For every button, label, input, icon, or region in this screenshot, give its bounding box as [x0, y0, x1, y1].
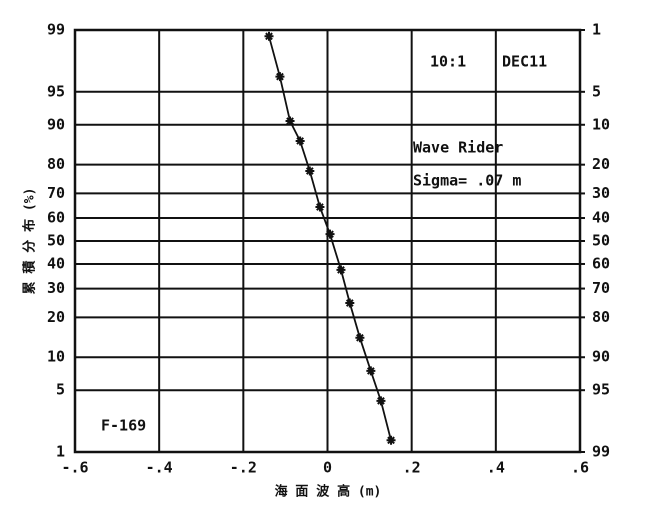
data-point: [376, 396, 386, 406]
annotation: F-169: [101, 417, 146, 435]
y-tick-label: 40: [47, 254, 65, 272]
y-tick-label: 60: [47, 209, 65, 227]
x-tick-label: 0: [323, 459, 332, 477]
data-point: [355, 333, 365, 343]
y2-tick-label: 70: [592, 279, 610, 297]
data-point: [295, 136, 305, 146]
y2-tick-label: 95: [592, 381, 610, 399]
y-tick-label: 80: [47, 155, 65, 173]
y-tick-label: 90: [47, 115, 65, 133]
y-axis-label: 累 積 分 布 (%): [22, 188, 38, 295]
y2-tick-label: 20: [592, 155, 610, 173]
y2-tick-label: 30: [592, 184, 610, 202]
annotation: Sigma= .07 m: [413, 172, 521, 190]
x-tick-label: -.6: [61, 459, 88, 477]
data-point: [305, 166, 315, 176]
y2-tick-label: 1: [592, 21, 601, 39]
y2-tick-label: 5: [592, 82, 601, 100]
x-tick-label: .6: [571, 459, 589, 477]
x-axis-label: 海 面 波 高 (m): [275, 484, 382, 500]
y2-tick-label: 90: [592, 348, 610, 366]
data-point: [264, 31, 274, 41]
y-tick-label: 95: [47, 82, 65, 100]
y-tick-label: 1: [56, 443, 65, 461]
y2-tick-label: 10: [592, 115, 610, 133]
y-tick-label: 30: [47, 279, 65, 297]
annotation: Wave Rider: [413, 139, 503, 157]
x-tick-label: .2: [403, 459, 421, 477]
y-tick-label: 50: [47, 232, 65, 250]
annotation: DEC11: [502, 53, 547, 71]
data-point: [285, 116, 295, 126]
y-tick-label: 99: [47, 21, 65, 39]
y-tick-label: 70: [47, 184, 65, 202]
data-point: [366, 366, 376, 376]
data-point: [275, 72, 285, 82]
y2-tick-label: 80: [592, 308, 610, 326]
data-point: [345, 298, 355, 308]
y-tick-label: 10: [47, 348, 65, 366]
x-tick-label: -.2: [230, 459, 257, 477]
y2-tick-label: 99: [592, 443, 610, 461]
x-tick-label: -.4: [146, 459, 173, 477]
y2-tick-label: 60: [592, 254, 610, 272]
y2-tick-label: 50: [592, 232, 610, 250]
data-point: [325, 229, 335, 239]
x-tick-label: .4: [487, 459, 505, 477]
y-tick-label: 5: [56, 381, 65, 399]
y-tick-label: 20: [47, 308, 65, 326]
data-point: [386, 435, 396, 445]
data-point: [315, 202, 325, 212]
y2-tick-label: 40: [592, 209, 610, 227]
annotation: 10:1: [430, 53, 466, 71]
data-point: [336, 265, 346, 275]
